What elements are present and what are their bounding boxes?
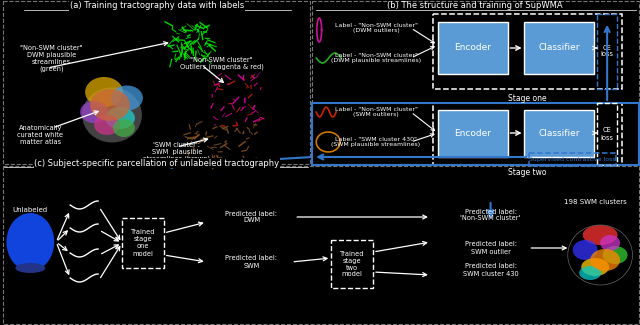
Bar	[3, 166, 639, 324]
Text: Trained
stage
one
model: Trained stage one model	[131, 229, 155, 256]
Text: Predicted label:
SWM cluster 430: Predicted label: SWM cluster 430	[463, 264, 518, 277]
Bar	[524, 110, 594, 157]
Bar	[312, 103, 639, 165]
Ellipse shape	[581, 258, 609, 276]
Text: Predicted label:
DWM: Predicted label: DWM	[225, 211, 278, 224]
Text: Label - "Non-SWM cluster"
(DWM outliers): Label - "Non-SWM cluster" (DWM outliers)	[335, 23, 417, 33]
Text: 'SWM cluster':
SWM  plausible
streamlines (brown): 'SWM cluster': SWM plausible streamlines…	[143, 142, 211, 162]
Ellipse shape	[80, 101, 108, 123]
Text: Anatomically
curated white
matter atlas: Anatomically curated white matter atlas	[17, 125, 63, 145]
Ellipse shape	[579, 266, 601, 280]
Ellipse shape	[600, 235, 620, 251]
Text: (b) The structure and training of SupWMA: (b) The structure and training of SupWMA	[387, 2, 563, 10]
Text: Predicted label:
SWM outlier: Predicted label: SWM outlier	[465, 241, 516, 254]
Text: Predicted label:
SWM: Predicted label: SWM	[225, 255, 278, 268]
Bar	[438, 110, 508, 157]
Ellipse shape	[111, 85, 143, 111]
Ellipse shape	[113, 119, 135, 137]
Bar	[433, 14, 622, 89]
Ellipse shape	[82, 87, 142, 142]
Text: Stage one: Stage one	[508, 94, 547, 103]
Text: (a) Training tractography data with labels: (a) Training tractography data with labe…	[70, 2, 244, 10]
Text: Label - "Non-SWM cluster"
(SWM outliers): Label - "Non-SWM cluster" (SWM outliers)	[335, 107, 417, 117]
Ellipse shape	[573, 240, 598, 260]
Ellipse shape	[15, 263, 45, 273]
Text: (c) Subject-specific parcellation of unlabeled tractography: (c) Subject-specific parcellation of unl…	[35, 159, 280, 167]
Text: 198 SWM clusters: 198 SWM clusters	[564, 199, 627, 205]
Text: CE
loss: CE loss	[600, 45, 614, 58]
Text: Classifier: Classifier	[538, 44, 580, 53]
Bar	[529, 153, 616, 166]
Text: Label - "SWM cluster 430"
(SWM plausible streamlines): Label - "SWM cluster 430" (SWM plausible…	[332, 136, 420, 148]
Text: Supervised contrastive loss: Supervised contrastive loss	[529, 157, 616, 162]
Ellipse shape	[90, 89, 130, 121]
Bar	[331, 240, 373, 288]
Bar	[3, 1, 310, 164]
Text: Trained
stage
two
model: Trained stage two model	[340, 251, 364, 278]
Ellipse shape	[603, 246, 628, 264]
Text: "Non-SWM cluster"
DWM plausible
streamlines
(green): "Non-SWM cluster" DWM plausible streamli…	[20, 45, 83, 72]
Ellipse shape	[590, 249, 620, 271]
Text: Encoder: Encoder	[454, 128, 491, 137]
Ellipse shape	[94, 115, 120, 135]
Text: Unlabeled: Unlabeled	[13, 207, 48, 213]
Ellipse shape	[582, 225, 618, 245]
Ellipse shape	[105, 107, 135, 129]
Text: Encoder: Encoder	[454, 44, 491, 53]
Bar	[597, 14, 617, 89]
Ellipse shape	[6, 213, 54, 271]
Bar	[524, 22, 594, 74]
Text: Stage two: Stage two	[508, 168, 547, 177]
Text: Classifier: Classifier	[538, 128, 580, 137]
Bar	[433, 103, 622, 165]
Bar	[438, 22, 508, 74]
Text: "Non-SWM cluster"
Outliers (magenta & red): "Non-SWM cluster" Outliers (magenta & re…	[180, 57, 264, 71]
Text: Predicted label:
'Non-SWM cluster': Predicted label: 'Non-SWM cluster'	[460, 209, 521, 222]
Text: Label - "Non-SWM cluster"
(DWM plausible streamlines): Label - "Non-SWM cluster" (DWM plausible…	[331, 53, 421, 63]
Bar	[122, 218, 164, 268]
Bar	[597, 103, 617, 165]
Ellipse shape	[85, 77, 123, 107]
Text: CE
loss: CE loss	[600, 127, 614, 140]
Bar	[312, 1, 639, 164]
